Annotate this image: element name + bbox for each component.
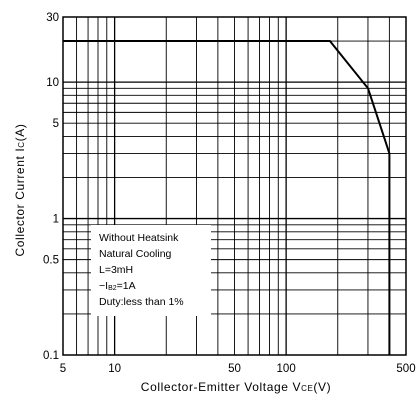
x-axis-title-text: Collector-Emitter Voltage: [141, 380, 289, 394]
annotation-background: [91, 225, 211, 316]
soa-curve-line: [63, 40, 391, 355]
y-tick-label: 0.5: [43, 255, 59, 267]
y-tick-label: 30: [46, 12, 59, 24]
y-tick-labels: 0.1 0.5 1 5 10 30: [43, 12, 59, 362]
x-tick-label: 50: [228, 363, 241, 375]
annotation-duty: Duty:less than 1%: [99, 296, 184, 308]
annotation-base-current: −IB2=1A: [99, 280, 136, 292]
annotation-heatsink: Without Heatsink: [99, 232, 179, 244]
x-axis-title: Collector-Emitter Voltage VCE(V): [141, 380, 331, 394]
x-axis-unit: CE: [301, 384, 313, 393]
x-tick-label: 5: [60, 363, 66, 375]
annotation-inductance: L=3mH: [99, 264, 133, 276]
y-axis-title-text: Collector Current: [13, 156, 27, 257]
y-tick-label: 5: [53, 118, 59, 130]
x-tick-labels: 5 10 50 100 500: [60, 363, 416, 375]
x-tick-label: 500: [396, 363, 415, 375]
y-tick-label: 1: [53, 214, 59, 226]
x-tick-label: 100: [277, 363, 296, 375]
annotation-box: Without Heatsink Natural Cooling L=3mH −…: [91, 225, 211, 316]
y-tick-label: 0.1: [43, 350, 59, 362]
annotation-cooling: Natural Cooling: [99, 248, 172, 260]
x-tick-label: 10: [108, 363, 121, 375]
y-axis-unit: C: [17, 141, 26, 147]
y-axis-title: Collector Current IC(A): [13, 124, 27, 257]
y-tick-label: 10: [46, 77, 59, 89]
minor-grid: [63, 17, 406, 355]
plot-frame: [62, 16, 407, 356]
